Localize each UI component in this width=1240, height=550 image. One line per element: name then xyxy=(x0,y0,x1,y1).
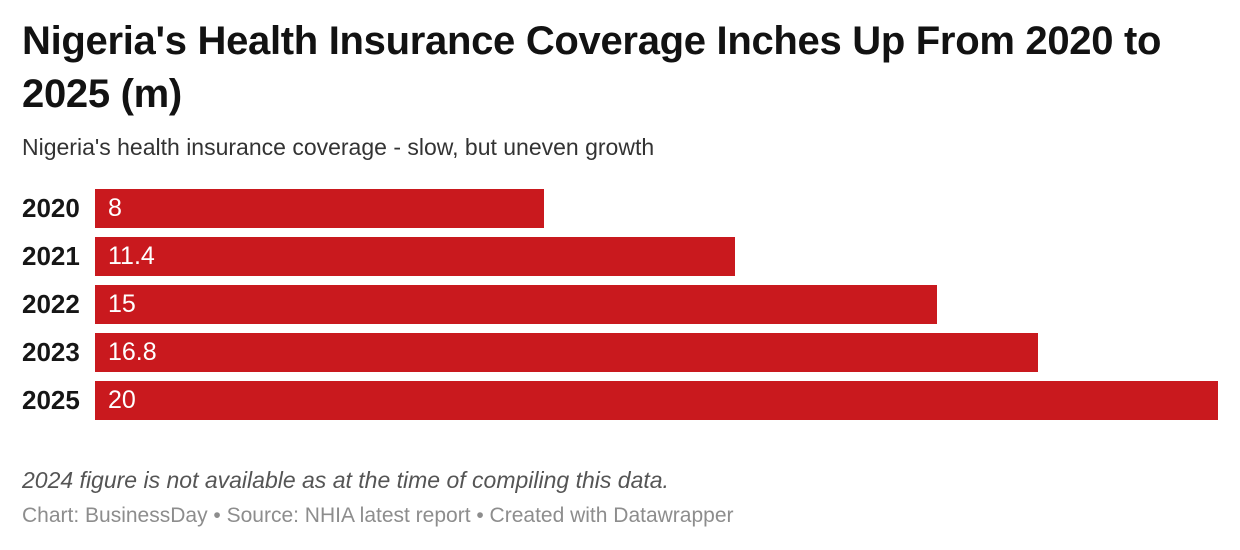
bar-row: 2022 15 xyxy=(22,285,1218,324)
bar[interactable]: 15 xyxy=(95,285,938,324)
chart-subtitle: Nigeria's health insurance coverage - sl… xyxy=(22,134,655,160)
bar-track: 8 xyxy=(95,189,1218,228)
bar[interactable]: 16.8 xyxy=(95,333,1039,372)
category-label: 2025 xyxy=(22,385,80,415)
value-label: 15 xyxy=(108,290,136,318)
category-label: 2021 xyxy=(22,241,80,271)
bar[interactable]: 20 xyxy=(95,381,1218,420)
bar-row: 2023 16.8 xyxy=(22,333,1218,372)
bar[interactable]: 8 xyxy=(95,189,545,228)
bar-row: 2021 11.4 xyxy=(22,237,1218,276)
value-label: 16.8 xyxy=(108,338,157,366)
bar-track: 15 xyxy=(95,285,1218,324)
bar-track: 20 xyxy=(95,381,1218,420)
chart-title: Nigeria's Health Insurance Coverage Inch… xyxy=(22,19,1162,116)
bar-row: 2025 20 xyxy=(22,381,1218,420)
bar-row: 2020 8 xyxy=(22,189,1218,228)
bar[interactable]: 11.4 xyxy=(95,237,736,276)
chart-byline: Chart: BusinessDay • Source: NHIA latest… xyxy=(22,504,734,527)
bar-track: 16.8 xyxy=(95,333,1218,372)
value-label: 20 xyxy=(108,386,136,414)
category-label: 2020 xyxy=(22,193,80,223)
value-label: 11.4 xyxy=(108,242,155,270)
bar-rows: 2020 8 2021 11.4 2022 15 2023 16.8 xyxy=(22,189,1218,420)
bar-track: 11.4 xyxy=(95,237,1218,276)
category-label: 2022 xyxy=(22,289,80,319)
category-label: 2023 xyxy=(22,337,80,367)
value-label: 8 xyxy=(108,194,122,222)
chart-note: 2024 figure is not available as at the t… xyxy=(22,467,669,493)
